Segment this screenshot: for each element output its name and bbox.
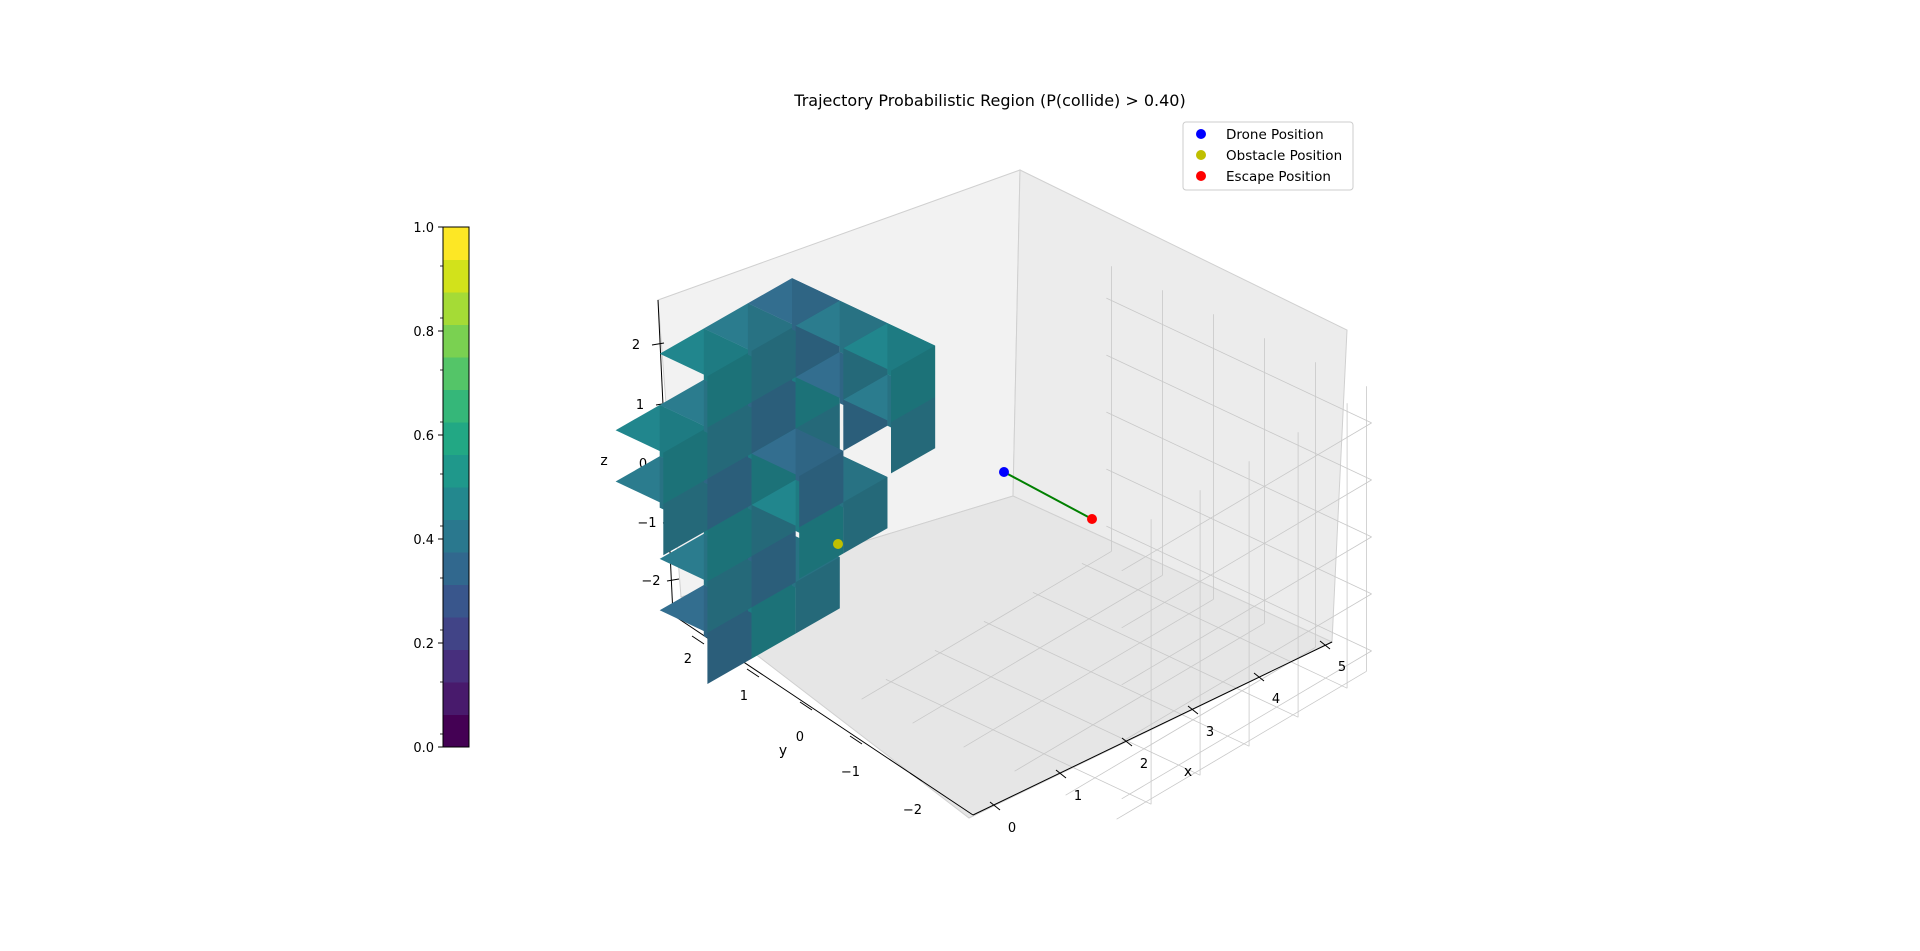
z-tick-label: 2 [632, 338, 640, 353]
colorbar-tick-label: 0.6 [413, 429, 434, 444]
y-tick-label: 2 [684, 652, 692, 667]
colorbar-segment [443, 259, 469, 293]
voxel-region [615, 278, 936, 684]
colorbar-segment [443, 584, 469, 618]
voxel-side [707, 504, 752, 582]
grid-lines [861, 266, 1372, 820]
x-tick-label: 0 [1008, 821, 1016, 836]
voxel-side [751, 582, 796, 659]
colorbar-segment [443, 487, 469, 520]
legend-marker [1196, 129, 1206, 139]
colorbar-tick-label: 0.2 [413, 637, 434, 652]
chart-title: Trajectory Probabilistic Region (P(colli… [793, 91, 1185, 110]
voxel-side [707, 607, 752, 684]
y-tick-label: 1 [740, 689, 748, 704]
z-tick-label: 1 [636, 398, 644, 413]
legend-label: Drone Position [1226, 127, 1324, 143]
colorbar-segment [443, 519, 469, 553]
colorbar-segment [443, 454, 469, 488]
legend: Drone Position Obstacle Position Escape Po… [1182, 121, 1354, 191]
colorbar-segment [443, 324, 469, 358]
colorbar-segment [443, 552, 469, 585]
voxel-side [707, 351, 752, 428]
y-tick-label: 0 [796, 730, 804, 745]
z-tick-label: −1 [637, 516, 656, 531]
colorbar: 0.0 0.2 0.4 0.6 0.8 1.0 [413, 221, 470, 756]
legend-marker [1196, 150, 1206, 160]
colorbar-segment [443, 617, 469, 650]
legend-marker [1196, 171, 1206, 181]
voxel-side [707, 402, 752, 479]
x-axis-ticks: 0 1 2 3 4 5 [989, 640, 1346, 836]
voxel-side [843, 477, 888, 554]
colorbar-segment [443, 682, 469, 715]
voxel-side [751, 325, 796, 403]
marker-drone-position [999, 467, 1009, 477]
colorbar-tick-label: 0.8 [413, 325, 434, 340]
voxel-side [891, 345, 936, 423]
voxel-side [663, 427, 708, 504]
voxel-side [751, 531, 796, 608]
voxel-side [891, 396, 936, 474]
y-axis-ticks: −2 −1 0 1 2 [684, 635, 923, 818]
x-tick-label: 5 [1338, 660, 1346, 675]
colorbar-tick-label: 1.0 [413, 221, 434, 236]
x-axis-label: x [1184, 764, 1192, 780]
legend-label: Obstacle Position [1226, 148, 1342, 164]
z-tick-label: −2 [641, 574, 660, 589]
legend-box [1182, 121, 1354, 191]
voxel-side [663, 478, 708, 556]
trajectory-line [1003, 471, 1093, 520]
marker-escape-position [1087, 514, 1097, 524]
marker-obstacle-position [833, 539, 843, 549]
voxel-side [795, 557, 840, 634]
y-tick-label: −2 [903, 803, 922, 818]
colorbar-segment [443, 389, 469, 423]
y-axis-label: y [779, 743, 787, 759]
colorbar-tick-label: 0.4 [413, 533, 434, 548]
colorbar-segment [443, 357, 469, 390]
voxel-side [751, 377, 796, 454]
x-tick-label: 3 [1206, 725, 1214, 740]
voxel-side [799, 450, 844, 528]
voxel-side [707, 453, 752, 531]
voxel-side [799, 502, 844, 579]
colorbar-tick-label: 0.0 [413, 741, 434, 756]
x-tick-label: 1 [1074, 789, 1082, 804]
y-tick-label: −1 [841, 765, 860, 780]
colorbar-segment [443, 292, 469, 325]
colorbar-segment [443, 649, 469, 683]
x-tick-label: 4 [1272, 692, 1280, 707]
colorbar-segment [443, 714, 469, 748]
voxel-side [707, 556, 752, 633]
x-tick-label: 2 [1140, 757, 1148, 772]
legend-label: Escape Position [1226, 169, 1331, 185]
z-axis-label: z [600, 453, 607, 469]
colorbar-segment [443, 227, 469, 260]
colorbar-segment [443, 422, 469, 455]
markers [833, 467, 1097, 549]
z-tick-label: 0 [639, 457, 647, 472]
